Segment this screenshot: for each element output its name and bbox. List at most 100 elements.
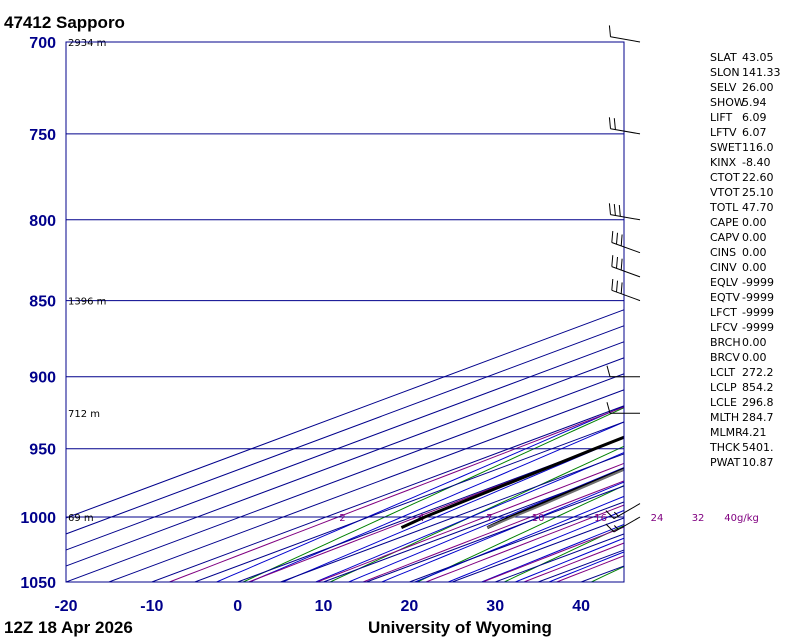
index-key: SWET bbox=[710, 141, 742, 154]
index-value: 4.21 bbox=[742, 426, 767, 439]
parcel-profile bbox=[486, 468, 624, 529]
mixing-ratio-label: 7 bbox=[486, 513, 492, 524]
wind-barb bbox=[608, 203, 641, 221]
index-row: LCLT 272.2 bbox=[710, 365, 798, 380]
index-value: 43.05 bbox=[742, 51, 774, 64]
index-row: LFTV 6.07 bbox=[710, 125, 798, 140]
index-value: 284.7 bbox=[742, 411, 774, 424]
index-row: VTOT 25.10 bbox=[710, 185, 798, 200]
index-value: -9999 bbox=[742, 276, 774, 289]
index-row: BRCH 0.00 bbox=[710, 335, 798, 350]
index-row: EQLV -9999 bbox=[710, 275, 798, 290]
index-key: VTOT bbox=[710, 186, 740, 199]
isotherm-line bbox=[280, 453, 624, 582]
index-row: CINV 0.00 bbox=[710, 260, 798, 275]
mixing-ratio-line bbox=[169, 406, 624, 582]
index-key: LFCV bbox=[710, 321, 738, 334]
wind-barbs bbox=[605, 25, 641, 533]
isotherm-line bbox=[66, 357, 624, 567]
wind-barb bbox=[611, 255, 641, 278]
index-key: SLAT bbox=[710, 51, 737, 64]
temperature-tick-label: 20 bbox=[401, 598, 419, 615]
pressure-axis: 700 750 800 850 900 950 1000 1050 bbox=[20, 35, 56, 592]
index-value: 5.94 bbox=[742, 96, 767, 109]
index-key: LCLT bbox=[710, 366, 736, 379]
index-value: -9999 bbox=[742, 291, 774, 304]
wind-barb bbox=[605, 503, 641, 520]
index-row: MLMR 4.21 bbox=[710, 425, 798, 440]
dewpoint-profile bbox=[400, 435, 624, 529]
index-row: LFCV -9999 bbox=[710, 320, 798, 335]
temperature-axis: -20 -10 0 10 20 30 40 bbox=[54, 598, 590, 615]
index-value: -9999 bbox=[742, 321, 774, 334]
index-value: 0.00 bbox=[742, 336, 767, 349]
moist-adiabat bbox=[281, 436, 624, 582]
index-value: 0.00 bbox=[742, 231, 767, 244]
moist-adiabat bbox=[248, 421, 624, 582]
temperature-tick-label: 0 bbox=[233, 598, 242, 615]
pressure-tick-label: 750 bbox=[29, 127, 56, 144]
mixing-ratio-label: 2 bbox=[339, 513, 345, 524]
pressure-tick-label: 850 bbox=[29, 294, 56, 311]
isotherm-line bbox=[151, 405, 624, 582]
observation-time: 12Z 18 Apr 2026 bbox=[4, 618, 133, 637]
index-row: SLON 141.33 bbox=[710, 65, 798, 80]
index-row: BRCV 0.00 bbox=[710, 350, 798, 365]
index-key: BRCH bbox=[710, 336, 741, 349]
index-value: 272.2 bbox=[742, 366, 774, 379]
index-value: 22.60 bbox=[742, 171, 774, 184]
index-row: SLAT 43.05 bbox=[710, 50, 798, 65]
index-key: LFCT bbox=[710, 306, 737, 319]
index-value: 0.00 bbox=[742, 351, 767, 364]
index-value: 26.00 bbox=[742, 81, 774, 94]
moist-adiabat bbox=[314, 452, 624, 582]
index-value: -9999 bbox=[742, 306, 774, 319]
index-key: MLTH bbox=[710, 411, 740, 424]
isotherm-line bbox=[194, 421, 624, 582]
index-value: 0.00 bbox=[742, 216, 767, 229]
height-label: 712 m bbox=[68, 409, 100, 420]
index-key: LCLP bbox=[710, 381, 737, 394]
index-value: 296.8 bbox=[742, 396, 774, 409]
index-key: CINS bbox=[710, 246, 737, 259]
mixing-ratio-line bbox=[248, 436, 624, 582]
isotherm-line bbox=[66, 309, 624, 519]
pressure-tick-label: 800 bbox=[29, 213, 56, 230]
index-key: KINX bbox=[710, 156, 737, 169]
pressure-tick-label: 1050 bbox=[20, 575, 56, 592]
pressure-tick-label: 700 bbox=[29, 35, 56, 52]
index-value: -8.40 bbox=[742, 156, 771, 169]
pressure-tick-label: 1000 bbox=[20, 510, 56, 527]
mixing-ratio-label: 16 bbox=[594, 513, 607, 524]
index-row: CTOT 22.60 bbox=[710, 170, 798, 185]
index-row: LIFT 6.09 bbox=[710, 110, 798, 125]
index-value: 854.2 bbox=[742, 381, 774, 394]
height-label: 69 m bbox=[68, 513, 94, 524]
index-key: LCLE bbox=[710, 396, 737, 409]
pressure-tick-label: 950 bbox=[29, 442, 56, 459]
moist-adiabat bbox=[380, 481, 624, 582]
mixing-ratio-line bbox=[362, 480, 624, 582]
sounding-profiles bbox=[400, 435, 624, 529]
wind-barb bbox=[611, 231, 641, 254]
index-row: CINS 0.00 bbox=[710, 245, 798, 260]
wind-barb bbox=[606, 402, 640, 414]
index-key: EQTV bbox=[710, 291, 740, 304]
index-row: LCLE 296.8 bbox=[710, 395, 798, 410]
mixing-ratio-label: 24 bbox=[651, 513, 664, 524]
index-key: EQLV bbox=[710, 276, 739, 289]
index-key: BRCV bbox=[710, 351, 740, 364]
isotherm-line bbox=[66, 373, 624, 582]
moist-adiabat bbox=[215, 405, 624, 582]
index-value: 0.00 bbox=[742, 246, 767, 259]
index-row: SHOW 5.94 bbox=[710, 95, 798, 110]
index-value: 6.07 bbox=[742, 126, 767, 139]
index-key: SLON bbox=[710, 66, 740, 79]
index-row: EQTV -9999 bbox=[710, 290, 798, 305]
isotherm-line bbox=[66, 325, 624, 535]
index-key: CINV bbox=[710, 261, 737, 274]
isotherm-line bbox=[108, 389, 624, 582]
temperature-tick-label: -10 bbox=[140, 598, 163, 615]
index-value: 47.70 bbox=[742, 201, 774, 214]
